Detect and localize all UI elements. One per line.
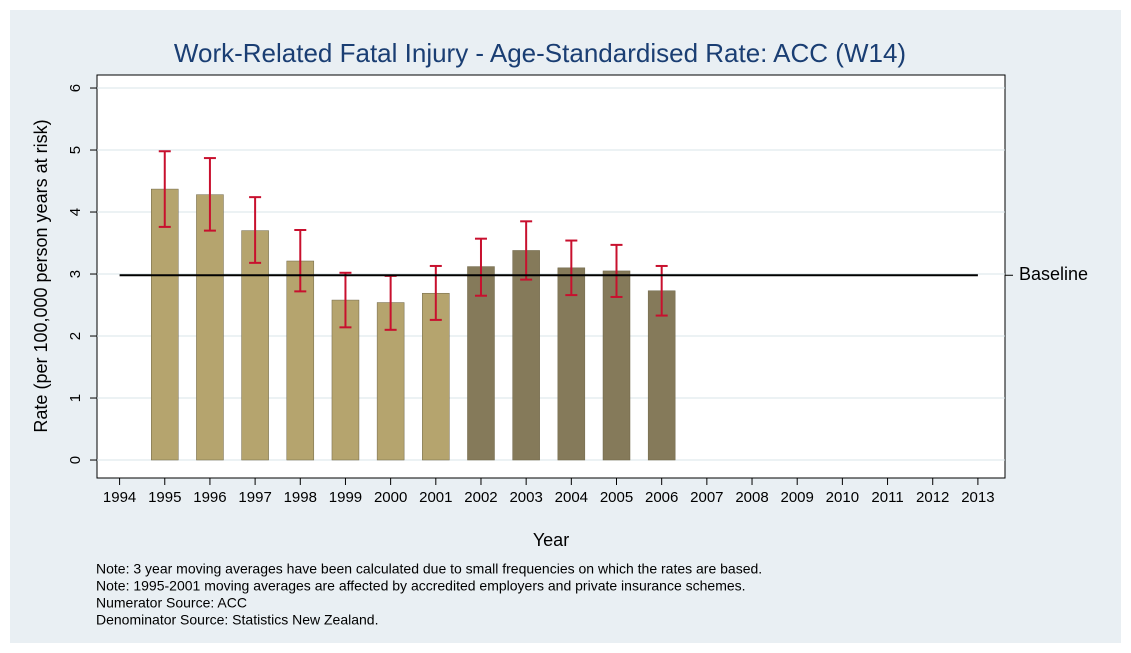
y-tick-label: 2 — [67, 332, 84, 340]
chart-title: Work-Related Fatal Injury - Age-Standard… — [174, 38, 906, 68]
bar — [647, 290, 676, 461]
y-tick-label: 1 — [67, 394, 84, 402]
x-tick-label: 2004 — [555, 489, 588, 506]
note: Denominator Source: Statistics New Zeala… — [96, 612, 378, 628]
note: Note: 1995-2001 moving averages are affe… — [96, 578, 746, 594]
y-tick-label: 0 — [67, 456, 84, 464]
x-tick-label: 2001 — [419, 489, 452, 506]
x-tick-label: 2011 — [871, 489, 903, 506]
x-tick-label: 1997 — [238, 489, 271, 506]
x-tick-label: 2002 — [464, 489, 497, 506]
x-tick-label: 2003 — [509, 489, 542, 506]
bar — [196, 194, 224, 461]
x-tick-label: 2000 — [374, 489, 407, 506]
y-axis-title: Rate (per 100,000 person years at risk) — [31, 119, 51, 432]
x-tick-label: 1994 — [103, 489, 136, 506]
bar — [467, 266, 495, 461]
bar — [602, 270, 631, 461]
y-tick-label: 6 — [67, 84, 84, 92]
bar — [422, 292, 450, 461]
baseline-label: Baseline — [1019, 264, 1088, 284]
x-tick-label: 2013 — [961, 489, 994, 506]
bar — [241, 230, 269, 461]
bar — [286, 260, 315, 461]
bar — [512, 250, 540, 461]
note: Note: 3 year moving averages have been c… — [96, 561, 762, 577]
plot-area — [96, 74, 1006, 479]
x-tick-label: 2007 — [690, 489, 723, 506]
x-tick-label: 2005 — [600, 489, 633, 506]
bar — [557, 267, 586, 461]
x-tick-label: 2012 — [916, 489, 949, 506]
y-tick-label: 4 — [67, 208, 84, 216]
x-tick-label: 2010 — [826, 489, 859, 506]
x-tick-label: 1999 — [329, 489, 362, 506]
y-tick-label: 3 — [67, 270, 84, 278]
bar — [151, 188, 179, 461]
x-tick-label: 1996 — [193, 489, 226, 506]
x-tick-label: 1998 — [284, 489, 317, 506]
x-tick-label: 2008 — [735, 489, 768, 506]
note: Numerator Source: ACC — [96, 595, 247, 611]
x-tick-label: 2009 — [781, 489, 814, 506]
x-tick-label: 1995 — [148, 489, 181, 506]
x-tick-label: 2006 — [645, 489, 678, 506]
y-tick-label: 5 — [67, 146, 84, 154]
x-axis-title: Year — [533, 530, 569, 550]
